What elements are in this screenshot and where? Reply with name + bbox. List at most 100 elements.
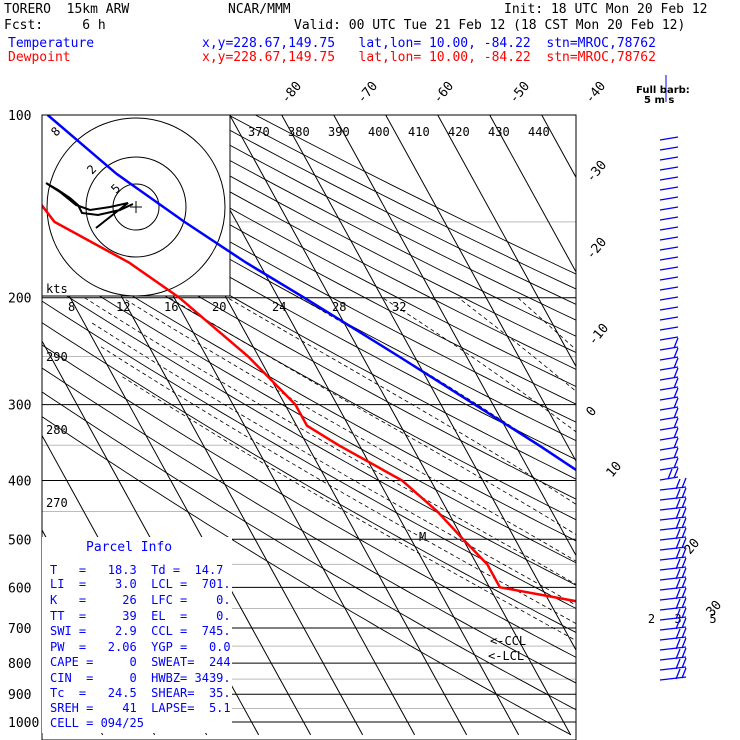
- isotherm-label: 10: [604, 459, 626, 481]
- parcel-row: LI = 3.0 LCL = 701.: [50, 577, 231, 591]
- isotherm-label: -10: [586, 321, 613, 349]
- pressure-label: 100: [8, 109, 31, 124]
- wind-barb: [659, 456, 679, 461]
- wind-barb: [659, 326, 679, 331]
- parcel-row: SWI = 2.9 CCL = 745.: [50, 624, 231, 638]
- pressure-label: 1000: [8, 716, 39, 731]
- wind-barb-flag: [681, 617, 687, 629]
- wind-barb-flag: [675, 488, 681, 500]
- theta-label: 420: [448, 125, 470, 139]
- wind-barb-flag: [675, 628, 681, 640]
- theta-label: 270: [46, 496, 68, 510]
- wind-barb-flag: [673, 377, 679, 389]
- dry-adiabat: [42, 322, 576, 633]
- wind-barb: [659, 336, 679, 341]
- wind-barb: [659, 176, 679, 181]
- model-label: TORERO 15km ARW: [4, 2, 130, 17]
- wind-barb-flag: [681, 667, 687, 679]
- wind-barb: [659, 236, 679, 241]
- wind-barb: [659, 466, 679, 471]
- isotherm-label: -70: [355, 79, 382, 107]
- forecast-hour: Fcst: 6 h: [4, 18, 106, 33]
- isotherm-line: [333, 115, 576, 557]
- wind-barb: [659, 386, 679, 391]
- parcel-row: Tc = 24.5 SHEAR= 35.: [50, 686, 231, 700]
- moist-adiabat: [91, 322, 576, 606]
- wind-barb-flag: [681, 557, 687, 569]
- isotherm-line: [489, 115, 576, 273]
- wind-barb: [659, 246, 679, 251]
- wind-barb: [659, 356, 679, 361]
- wind-barb-flag: [681, 587, 687, 599]
- init-time: Init: 18 UTC Mon 20 Feb 12: [504, 2, 708, 17]
- wind-barb-flag: [675, 578, 681, 590]
- wind-barb-flag: [675, 528, 681, 540]
- wind-barb-flag: [675, 568, 681, 580]
- parcel-info-panel: Parcel Info T = 18.3 Td = 14.7 LI = 3.0 …: [42, 537, 232, 733]
- wind-barb-flag: [675, 638, 681, 650]
- mixing-ratio-label: 5: [709, 612, 716, 626]
- theta-label: 430: [488, 125, 510, 139]
- parcel-row: T = 18.3 Td = 14.7: [50, 563, 224, 577]
- wind-barb-flag: [675, 588, 681, 600]
- wind-barb: [659, 406, 679, 411]
- theta-label: 380: [288, 125, 310, 139]
- wind-barb-flag: [673, 407, 679, 419]
- parcel-row: SREH = 41 LAPSE= 5.1: [50, 701, 231, 715]
- pressure-label: 600: [8, 581, 31, 596]
- wind-barb: [659, 136, 679, 141]
- moist-adiabat: [84, 297, 576, 585]
- wind-barb: [659, 206, 679, 211]
- dry-adiabat: [42, 201, 576, 500]
- wind-barb-flag: [673, 437, 679, 449]
- wind-barb: [659, 196, 679, 201]
- pressure-label: 400: [8, 474, 31, 489]
- wind-barb: [659, 446, 679, 451]
- lcl-marker: <-LCL: [488, 649, 524, 663]
- theta-label: 390: [328, 125, 350, 139]
- isotherm-label: 0: [584, 404, 601, 420]
- wind-barb-flag: [681, 497, 687, 509]
- dry-adiabat: [42, 183, 576, 480]
- wind-barb-flag: [675, 478, 681, 490]
- wind-barb: [659, 366, 679, 371]
- speed-label: 20: [212, 300, 226, 314]
- wind-barb: [659, 186, 679, 191]
- dry-adiabat: [42, 131, 576, 423]
- wind-barb-flag: [681, 507, 687, 519]
- temperature-profile: [46, 115, 576, 472]
- mixing-ratio-line: [646, 587, 740, 735]
- wind-barb-flag: [667, 468, 673, 480]
- wind-barb-flag: [681, 597, 687, 609]
- dry-adiabat: [42, 367, 576, 684]
- dry-adiabat: [42, 391, 576, 711]
- wind-barb-flag: [675, 648, 681, 660]
- dry-adiabat: [42, 220, 576, 521]
- speed-label: 8: [68, 300, 75, 314]
- dry-adiabat: [42, 259, 576, 564]
- wind-barb-flag: [675, 618, 681, 630]
- wind-barb: [659, 296, 679, 301]
- mixing-ratio-label: 2: [648, 612, 655, 626]
- isotherm-label: -30: [584, 158, 611, 186]
- pressure-label: 800: [8, 657, 31, 672]
- isotherm-line: [385, 115, 576, 463]
- temperature-legend: Temperature: [8, 36, 95, 51]
- wind-barb-flag: [681, 487, 687, 499]
- wind-barb: [659, 376, 679, 381]
- dry-adiabat: [42, 416, 572, 736]
- barb-legend-title: Full barb:: [636, 85, 690, 96]
- wind-barb: [659, 286, 679, 291]
- wind-barb: [659, 426, 679, 431]
- isotherm-label: -40: [583, 79, 610, 107]
- isotherm-line: [698, 115, 740, 735]
- hodo-ring: [46, 117, 226, 297]
- wind-barb-flag: [675, 518, 681, 530]
- wind-barb-flag: [673, 417, 679, 429]
- wind-barb-flag: [681, 527, 687, 539]
- dry-adiabat: [42, 115, 576, 405]
- wind-barb-flag: [673, 427, 679, 439]
- dry-adiabat: [42, 166, 576, 461]
- dry-adiabat: [147, 115, 576, 337]
